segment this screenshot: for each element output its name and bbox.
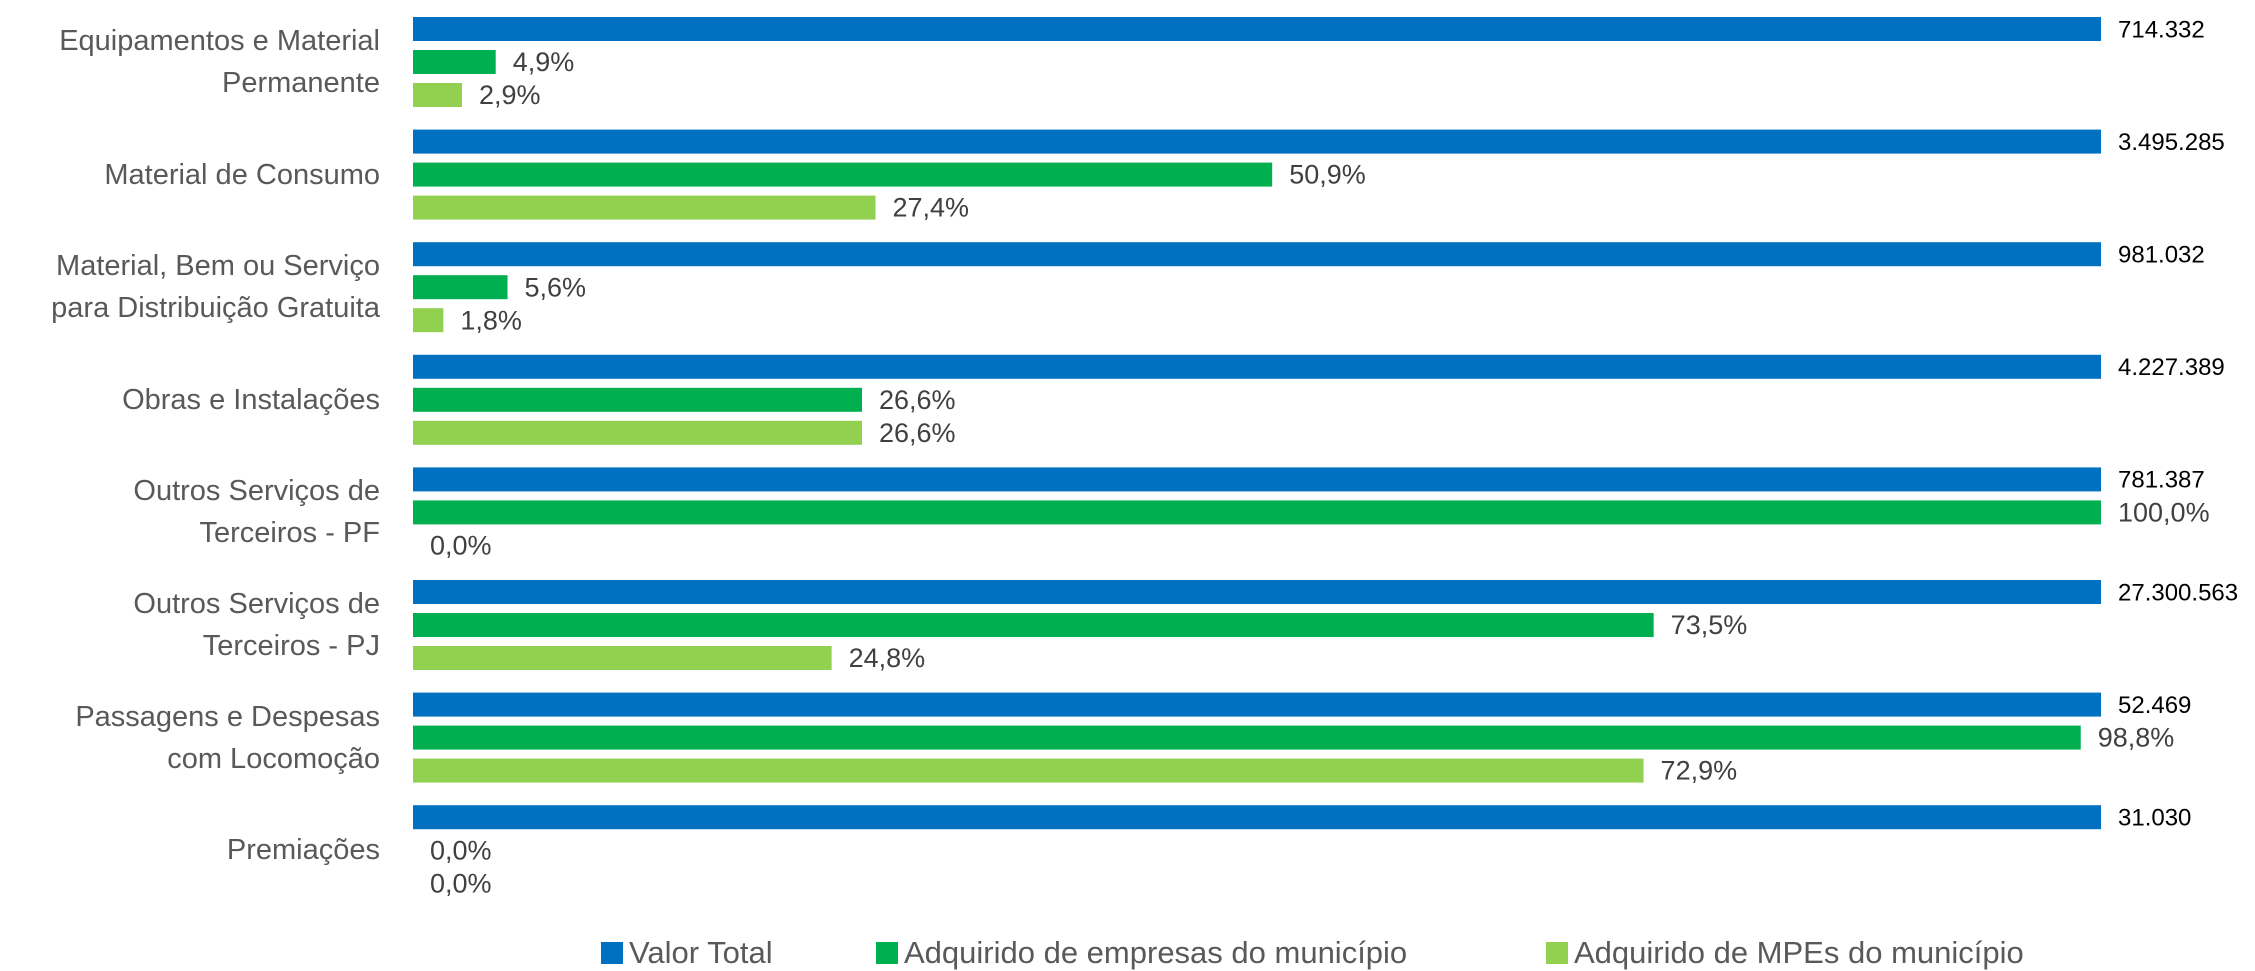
bar — [413, 275, 508, 300]
bar — [413, 467, 2101, 492]
bar — [413, 242, 2101, 267]
data-label: 98,8% — [2098, 723, 2175, 753]
data-label: 100,0% — [2118, 498, 2210, 528]
data-label: 24,8% — [849, 643, 926, 673]
legend-label: Adquirido de MPEs do município — [1574, 935, 2024, 970]
data-label: 2,9% — [479, 80, 541, 110]
bar — [413, 387, 863, 412]
bar — [413, 613, 1654, 637]
data-label: 981.032 — [2118, 242, 2205, 269]
data-label: 1,8% — [460, 305, 522, 335]
data-label: 781.387 — [2118, 467, 2205, 494]
bar — [413, 129, 2101, 154]
bar — [413, 805, 2101, 830]
legend-label: Valor Total — [629, 935, 773, 970]
category-label: Passagens e Despesas com Locomoção — [75, 700, 380, 775]
bar — [413, 195, 876, 220]
data-label: 3.495.285 — [2118, 129, 2225, 156]
bar — [413, 162, 1273, 187]
category-label: Premiações — [226, 834, 380, 867]
bar — [413, 308, 444, 333]
legend-swatch — [1546, 942, 1568, 964]
category-label: Outros Serviços de Terceiros - PF — [133, 475, 380, 550]
bar — [413, 500, 2101, 525]
legend-swatch — [601, 942, 623, 964]
data-label: 4,9% — [513, 47, 575, 77]
data-label: 31.030 — [2118, 805, 2191, 832]
data-label: 5,6% — [525, 272, 587, 302]
data-label: 27,4% — [893, 193, 970, 223]
bar — [413, 50, 496, 74]
data-label: 73,5% — [1671, 610, 1748, 640]
bar — [413, 692, 2101, 717]
bar — [413, 83, 462, 107]
bar — [413, 580, 2101, 604]
category-label: Equipamentos e Material Permanente — [59, 25, 380, 99]
data-label: 4.227.389 — [2118, 354, 2225, 381]
category-label: Obras e Instalações — [122, 383, 380, 416]
data-label: 26,6% — [879, 418, 956, 448]
data-label: 0,0% — [430, 531, 492, 561]
data-label: 26,6% — [879, 385, 956, 415]
legend-label: Adquirido de empresas do município — [904, 935, 1407, 970]
data-label: 0,0% — [430, 835, 492, 865]
data-label: 50,9% — [1289, 160, 1366, 190]
data-label: 27.300.563 — [2118, 579, 2238, 606]
legend-swatch — [876, 942, 898, 964]
data-label: 72,9% — [1661, 756, 1738, 786]
data-label: 52.469 — [2118, 692, 2191, 719]
bar — [413, 646, 832, 670]
bar — [413, 17, 2101, 41]
data-label: 0,0% — [430, 868, 492, 898]
bar — [413, 725, 2081, 750]
bar — [413, 354, 2101, 379]
bar — [413, 420, 863, 445]
category-label: Material, Bem ou Serviço para Distribuiç… — [51, 250, 380, 325]
data-label: 714.332 — [2118, 16, 2205, 43]
bar — [413, 758, 1644, 783]
category-label: Outros Serviços de Terceiros - PJ — [133, 588, 380, 662]
category-label: Material de Consumo — [104, 158, 380, 191]
